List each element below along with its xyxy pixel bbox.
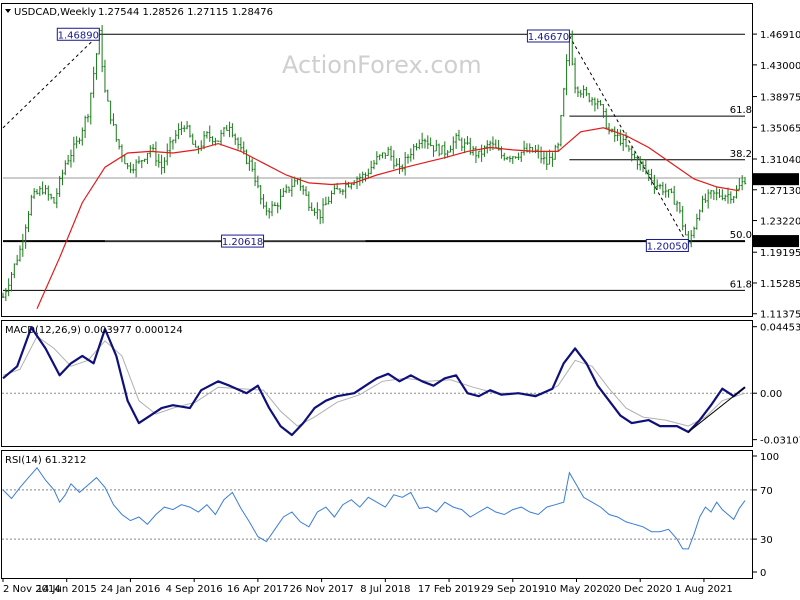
macd-axis-label: 0.00 [760,389,782,400]
time-axis-label: 26 Nov 2017 [290,584,354,595]
rsi-title: RSI(14) 61.3212 [5,455,86,466]
price-axis-label: 1.31040 [760,155,800,166]
fib-level-label: 50.0 [730,230,752,241]
price-callout-box [645,238,689,252]
moving-average-line [36,127,740,310]
trend-line [2,33,100,129]
rsi-axis-label: 70 [760,486,773,497]
fib-level-label: 38.2 [730,149,752,160]
price-callout-box [221,234,265,248]
current-price-badge-text: 1.28476 [757,175,798,186]
price-callout-text: 1.20618 [222,237,263,248]
time-axis-label: 20 Dec 2020 [608,584,672,595]
price-callout-box [526,29,570,43]
time-axis-label: 8 Jul 2018 [360,584,410,595]
watermark: ActionForex.com [282,51,482,79]
time-axis-label: 4 Sep 2016 [166,584,223,595]
price-panel: 61.8 38.2 50.0 61.8 1.46890 1.46670 1.20618 1.2… [1,24,752,310]
price-axis-label: 1.11375 [760,310,800,321]
price-axis-label: 1.35065 [760,123,800,134]
rsi-axis-label: 30 [760,535,773,546]
axes: 1.46910 1.43000 1.38975 1.35065 1.31040 1.271… [2,30,800,595]
time-axis-label: 14 Jun 2015 [37,584,97,595]
fib-level-label: 61.8 [730,105,752,116]
macd-signal-line [2,335,746,427]
time-axis-label: 2 Nov 2014 [3,584,61,595]
time-axis-label: 16 Apr 2017 [227,584,289,595]
macd-axis-label: 0.044534 [760,323,800,334]
macd-trend-line [688,386,746,433]
rsi-line [2,466,746,550]
price-panel-frame [1,3,753,317]
dropdown-arrow-icon[interactable] [5,9,11,13]
price-axis-label: 1.23220 [760,217,800,228]
fib-level-label: 61.8 [730,279,752,290]
time-axis-label: 1 Aug 2021 [675,584,733,595]
price-axis-label: 1.27130 [760,186,800,197]
time-axis-label: 10 May 2020 [544,584,609,595]
price-callout-text: 1.46670 [528,32,569,43]
price-callout-text: 1.20050 [647,241,688,252]
trend-line [568,35,689,246]
support-price-badge-text: 1.20610 [757,237,798,248]
price-axis-label: 1.38975 [760,93,800,104]
current-price-badge [753,173,799,186]
rsi-panel [2,466,752,550]
macd-panel-frame [1,320,753,447]
time-axis-label: 24 Jan 2016 [100,584,160,595]
price-callout: 1.46890 [56,27,100,41]
support-price-badge [753,235,799,248]
price-axis-label: 1.43000 [760,61,800,72]
chart-ohlc: 1.27544 1.28526 1.27115 1.28476 [98,7,273,18]
time-axis-label: 29 Sep 2019 [481,584,544,595]
price-callout: 1.20618 [221,234,265,248]
price-axis-label: 1.15285 [760,279,800,290]
macd-line [2,326,746,437]
rsi-panel-frame [1,450,753,579]
price-callout-box [56,27,100,41]
chart-symbol: USDCAD,Weekly [14,7,96,18]
price-axis-label: 1.46910 [760,30,800,41]
macd-title: MACD(12,26,9) 0.003977 0.000124 [5,325,183,336]
rsi-axis-label: 100 [760,452,779,463]
rsi-axis-label: 0 [760,568,766,579]
price-callout: 1.20050 [645,238,689,252]
macd-panel [2,326,752,437]
price-axis-label: 1.19195 [760,248,800,259]
time-axis-label: 17 Feb 2019 [418,584,480,595]
macd-axis-label: -0.031072 [760,436,800,447]
price-callout-text: 1.46890 [58,30,99,41]
price-callout: 1.46670 [526,29,570,43]
